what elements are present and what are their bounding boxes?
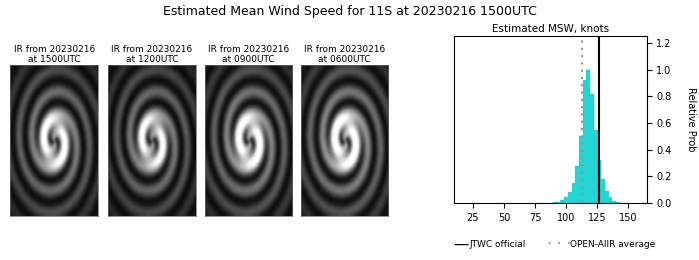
Bar bbox=[609, 198, 612, 203]
Bar bbox=[575, 166, 579, 203]
Bar bbox=[583, 80, 586, 203]
Bar bbox=[579, 136, 583, 203]
Title: Estimated MSW, knots: Estimated MSW, knots bbox=[492, 24, 609, 34]
Bar bbox=[590, 94, 594, 203]
Bar bbox=[586, 70, 590, 203]
Bar bbox=[605, 191, 609, 203]
Bar bbox=[612, 201, 617, 203]
Text: —: — bbox=[453, 237, 468, 252]
Title: IR from 20230216
at 1500UTC: IR from 20230216 at 1500UTC bbox=[13, 45, 95, 64]
Bar bbox=[598, 160, 601, 203]
Bar bbox=[601, 179, 605, 203]
Title: IR from 20230216
at 0900UTC: IR from 20230216 at 0900UTC bbox=[208, 45, 289, 64]
Text: · · ·: · · · bbox=[547, 237, 571, 252]
Bar bbox=[564, 198, 568, 203]
Y-axis label: Relative Prob: Relative Prob bbox=[686, 87, 696, 152]
Text: OPEN-AIIR average: OPEN-AIIR average bbox=[570, 240, 655, 249]
Bar bbox=[556, 202, 561, 203]
Bar bbox=[617, 202, 620, 203]
Bar bbox=[572, 183, 575, 203]
Bar bbox=[594, 129, 598, 203]
Bar bbox=[553, 202, 556, 203]
Bar bbox=[568, 192, 572, 203]
Title: IR from 20230216
at 0600UTC: IR from 20230216 at 0600UTC bbox=[303, 45, 385, 64]
Text: Estimated Mean Wind Speed for 11S at 20230216 1500UTC: Estimated Mean Wind Speed for 11S at 202… bbox=[163, 5, 536, 18]
Title: IR from 20230216
at 1200UTC: IR from 20230216 at 1200UTC bbox=[111, 45, 193, 64]
Text: JTWC official: JTWC official bbox=[470, 240, 526, 249]
Bar bbox=[561, 200, 564, 203]
